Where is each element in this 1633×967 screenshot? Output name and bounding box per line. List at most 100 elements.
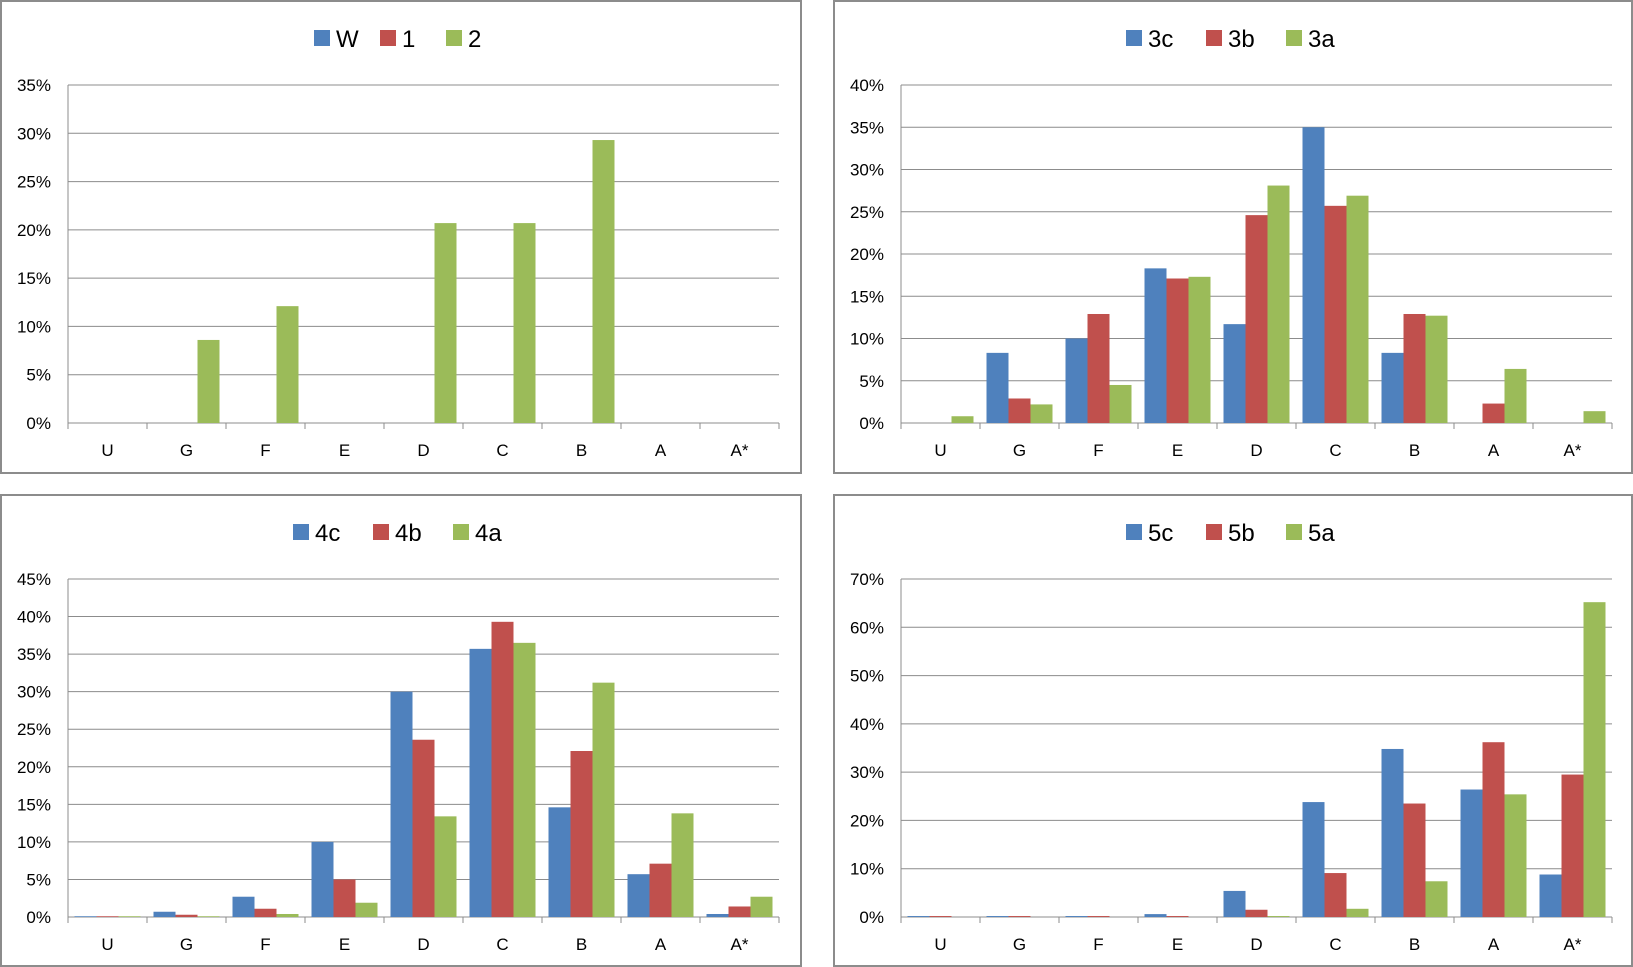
x-tick-label: A bbox=[655, 441, 667, 460]
legend-label: W bbox=[336, 26, 359, 53]
legend-swatch bbox=[1286, 524, 1302, 540]
x-tick-label: G bbox=[1013, 441, 1026, 460]
x-tick-label: A* bbox=[731, 441, 749, 460]
y-tick-label: 5% bbox=[26, 366, 51, 385]
x-tick-label: D bbox=[1250, 441, 1262, 460]
x-tick-label: B bbox=[1409, 935, 1420, 954]
y-tick-label: 15% bbox=[17, 269, 51, 288]
x-tick-label: F bbox=[1093, 935, 1103, 954]
bar bbox=[1561, 774, 1584, 917]
legend-swatch bbox=[314, 30, 330, 46]
chart-panel-2: 0% 5% 10% 15% 20% 25% 30% 35% 40% U G F E D C B A A* 3c 3b 3… bbox=[833, 0, 1633, 474]
bar bbox=[592, 140, 615, 423]
bar bbox=[1223, 324, 1246, 423]
x-tick-label: C bbox=[496, 935, 508, 954]
y-tick-label: 30% bbox=[17, 683, 51, 702]
bar bbox=[951, 416, 974, 423]
bar bbox=[1583, 602, 1606, 917]
bar bbox=[1144, 914, 1167, 917]
bar bbox=[390, 691, 413, 917]
y-tick-label: 20% bbox=[17, 221, 51, 240]
bar bbox=[929, 916, 952, 917]
bar bbox=[96, 916, 119, 917]
bar bbox=[276, 913, 299, 917]
y-tick-label: 25% bbox=[17, 173, 51, 192]
bar bbox=[1302, 802, 1325, 917]
x-tick-label: D bbox=[417, 935, 429, 954]
x-tick-label: E bbox=[339, 935, 350, 954]
x-tick-label: D bbox=[1250, 935, 1262, 954]
bar bbox=[1403, 313, 1426, 423]
bar bbox=[197, 339, 220, 423]
y-tick-label: 5% bbox=[26, 870, 51, 889]
bar bbox=[1144, 268, 1167, 423]
x-tick-label: D bbox=[417, 441, 429, 460]
bar bbox=[118, 916, 141, 917]
chart-panel-4: 0% 10% 20% 30% 40% 50% 60% 70% U G F E D C B A A* 5c 5b 5a bbox=[833, 494, 1633, 967]
bar bbox=[1166, 278, 1189, 423]
y-tick-label: 15% bbox=[17, 795, 51, 814]
y-tick-label: 35% bbox=[17, 645, 51, 664]
legend-label: 5b bbox=[1228, 520, 1255, 547]
bar bbox=[986, 916, 1009, 917]
legend-label: 3b bbox=[1228, 26, 1255, 53]
x-tick-label: A* bbox=[731, 935, 749, 954]
bar bbox=[1460, 789, 1483, 917]
bar bbox=[706, 913, 729, 917]
y-tick-label: 40% bbox=[17, 608, 51, 627]
chart-panel-1: 0% 5% 10% 15% 20% 25% 30% 35% U G F E D C B A A* W 1 2 bbox=[0, 0, 802, 474]
legend-swatch bbox=[373, 524, 389, 540]
bar bbox=[1223, 890, 1246, 917]
legend-label: 5c bbox=[1148, 520, 1173, 547]
bar bbox=[513, 642, 536, 917]
x-tick-label: A* bbox=[1564, 441, 1582, 460]
bar bbox=[592, 682, 615, 917]
bar bbox=[1425, 315, 1448, 423]
bar bbox=[907, 916, 930, 917]
y-tick-label: 30% bbox=[17, 124, 51, 143]
bar bbox=[513, 223, 536, 423]
y-tick-label: 0% bbox=[859, 414, 884, 433]
x-tick-label: E bbox=[339, 441, 350, 460]
legend-swatch bbox=[380, 30, 396, 46]
bar bbox=[1109, 384, 1132, 423]
y-tick-label: 10% bbox=[17, 317, 51, 336]
x-tick-label: B bbox=[576, 935, 587, 954]
bar bbox=[649, 863, 672, 917]
chart-svg-2: 0% 5% 10% 15% 20% 25% 30% 35% 40% U G F E D C B A A* 3c 3b 3… bbox=[850, 26, 1613, 460]
bar bbox=[1245, 215, 1268, 423]
bar bbox=[1324, 205, 1347, 423]
y-tick-label: 0% bbox=[26, 908, 51, 927]
bar bbox=[1188, 276, 1211, 423]
bar bbox=[276, 306, 299, 423]
x-tick-label: B bbox=[1409, 441, 1420, 460]
bar bbox=[412, 739, 435, 917]
bar bbox=[1065, 338, 1088, 423]
y-tick-label: 70% bbox=[850, 570, 884, 589]
bar bbox=[1008, 398, 1031, 423]
bar bbox=[1346, 195, 1369, 423]
bar bbox=[1302, 127, 1325, 423]
legend-label: 2 bbox=[468, 26, 481, 53]
bar bbox=[1346, 908, 1369, 917]
bar bbox=[986, 352, 1009, 423]
bar bbox=[1087, 313, 1110, 423]
legend-swatch bbox=[453, 524, 469, 540]
legend-swatch bbox=[293, 524, 309, 540]
y-tick-label: 20% bbox=[850, 811, 884, 830]
y-tick-label: 10% bbox=[17, 833, 51, 852]
x-tick-label: U bbox=[101, 935, 113, 954]
y-tick-label: 45% bbox=[17, 570, 51, 589]
x-tick-label: F bbox=[260, 935, 270, 954]
y-tick-label: 10% bbox=[850, 330, 884, 349]
bar bbox=[1504, 794, 1527, 917]
bar bbox=[1539, 874, 1562, 917]
bar bbox=[627, 874, 650, 917]
bar bbox=[434, 816, 457, 917]
bar bbox=[548, 807, 571, 917]
bar bbox=[469, 648, 492, 917]
y-tick-label: 40% bbox=[850, 715, 884, 734]
legend-label: 3c bbox=[1148, 26, 1173, 53]
x-tick-label: C bbox=[1329, 441, 1341, 460]
bar bbox=[175, 914, 198, 917]
